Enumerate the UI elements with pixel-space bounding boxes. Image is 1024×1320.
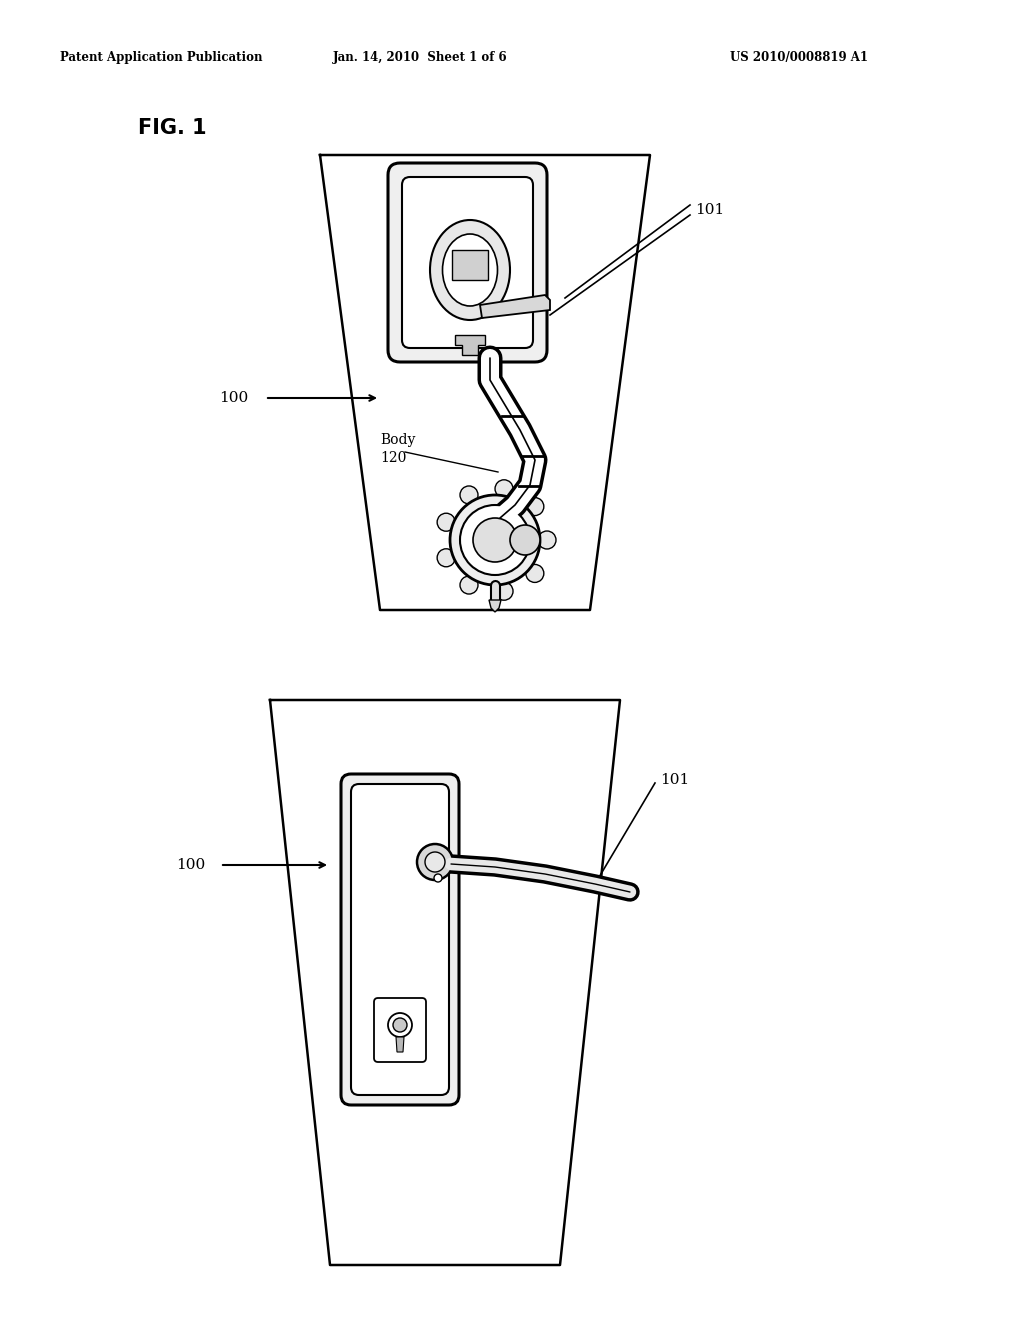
Text: Body: Body: [380, 433, 416, 447]
Polygon shape: [452, 249, 488, 280]
Text: FIG. 1: FIG. 1: [138, 117, 207, 139]
Circle shape: [388, 1012, 412, 1038]
Text: 101: 101: [695, 203, 724, 216]
Text: 100: 100: [219, 391, 248, 405]
Circle shape: [526, 565, 544, 582]
Circle shape: [510, 525, 540, 554]
Text: Jan. 14, 2010  Sheet 1 of 6: Jan. 14, 2010 Sheet 1 of 6: [333, 51, 507, 65]
Circle shape: [425, 851, 445, 873]
FancyBboxPatch shape: [402, 177, 534, 348]
FancyBboxPatch shape: [341, 774, 459, 1105]
Circle shape: [495, 582, 513, 601]
FancyBboxPatch shape: [374, 998, 426, 1063]
Circle shape: [437, 549, 455, 566]
Circle shape: [417, 843, 453, 880]
Text: 100: 100: [176, 858, 205, 873]
Circle shape: [538, 531, 556, 549]
Circle shape: [437, 513, 455, 531]
FancyBboxPatch shape: [388, 162, 547, 362]
Polygon shape: [489, 601, 501, 612]
Circle shape: [473, 517, 517, 562]
Circle shape: [460, 576, 478, 594]
Polygon shape: [270, 700, 620, 1265]
Circle shape: [434, 874, 442, 882]
Polygon shape: [396, 1038, 404, 1052]
Polygon shape: [319, 154, 650, 610]
Ellipse shape: [430, 220, 510, 319]
Circle shape: [526, 498, 544, 516]
Text: US 2010/0008819 A1: US 2010/0008819 A1: [730, 51, 868, 65]
Ellipse shape: [442, 234, 498, 306]
Circle shape: [450, 495, 540, 585]
Circle shape: [495, 479, 513, 498]
FancyBboxPatch shape: [351, 784, 449, 1096]
Circle shape: [393, 1018, 407, 1032]
Polygon shape: [455, 335, 485, 355]
Text: 120: 120: [380, 451, 407, 465]
Text: Patent Application Publication: Patent Application Publication: [60, 51, 262, 65]
Polygon shape: [480, 294, 550, 318]
Circle shape: [460, 486, 478, 504]
Text: 101: 101: [660, 774, 689, 787]
Circle shape: [460, 506, 530, 576]
